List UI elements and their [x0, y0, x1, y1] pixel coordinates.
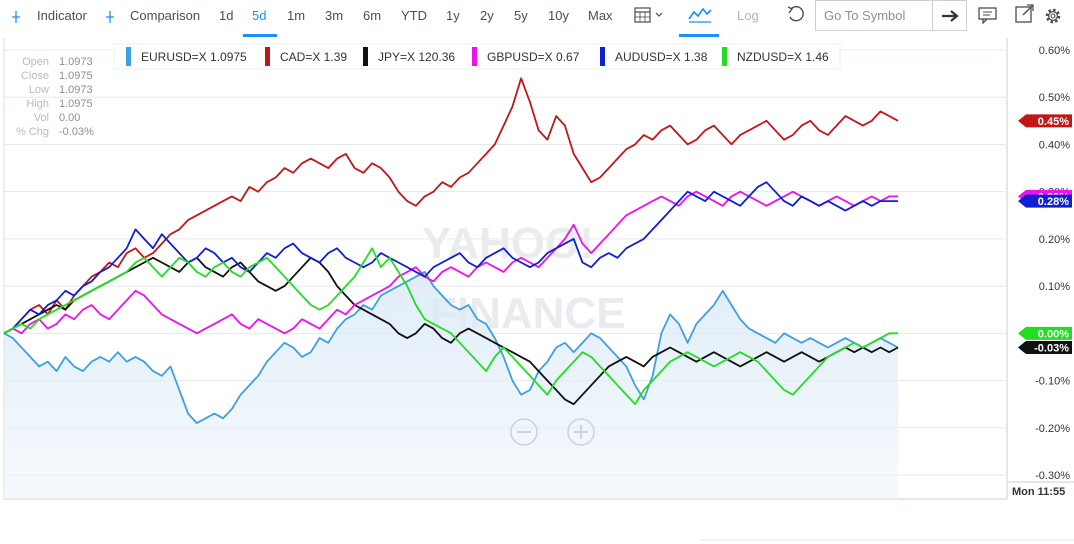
legend-swatch — [363, 47, 368, 66]
indicator-button[interactable]: Indicator — [37, 8, 87, 23]
legend-swatch — [600, 47, 605, 66]
end-badge-text: -0.03% — [1034, 343, 1069, 355]
y-tick-label: 0.40% — [1039, 139, 1070, 151]
range-1d[interactable]: 1d — [219, 8, 234, 23]
legend-item-audusd-x[interactable]: AUDUSD=X 1.38 — [600, 47, 708, 66]
legend-swatch — [722, 47, 727, 66]
date-label: Mon 11:55 — [1012, 486, 1065, 498]
series-line-nzdusd-x[interactable] — [3, 247, 898, 406]
reset-icon[interactable] — [786, 5, 806, 25]
search-go-button[interactable] — [932, 1, 966, 30]
plus-icon — [574, 425, 588, 439]
legend-swatch — [265, 47, 270, 66]
legend-label: GBPUSD=X 0.67 — [487, 50, 580, 64]
range-5d[interactable]: 5d — [252, 8, 267, 23]
series-line-eurusd-x[interactable] — [3, 270, 899, 425]
legend-item-gbpusd-x[interactable]: GBPUSD=X 0.67 — [472, 47, 580, 66]
range-10y[interactable]: 10y — [548, 8, 569, 23]
watermark-line-1: YAHOO! — [422, 219, 594, 268]
end-badge-text: 0.45% — [1038, 116, 1069, 128]
eurusd-area-fill — [4, 271, 898, 499]
legend-item-eurusd-x[interactable]: EURUSD=X 1.0975 — [126, 47, 247, 66]
popout-icon[interactable] — [1015, 4, 1035, 24]
arrow-right-icon — [942, 10, 959, 22]
range-ytd[interactable]: YTD — [401, 8, 427, 23]
settings-gear-icon[interactable] — [1043, 6, 1063, 26]
end-badge-text: 0.28% — [1038, 196, 1069, 208]
chart-legend: EURUSD=X 1.0975 CAD=X 1.39 JPY=X 120.36 GBP… — [113, 43, 841, 70]
chart-type-underline — [679, 34, 719, 37]
y-axis: 0.60%0.50%0.40%0.30%0.20%0.10%0.00%-0.10… — [1035, 45, 1070, 482]
calendar-icon[interactable] — [634, 6, 668, 24]
range-5y[interactable]: 5y — [514, 8, 528, 23]
ohlc-label-high: High — [26, 98, 49, 110]
comparison-icon[interactable] — [104, 10, 116, 24]
y-tick-label: 0.20% — [1039, 234, 1070, 246]
legend-swatch — [126, 47, 131, 66]
range-6m[interactable]: 6m — [363, 8, 382, 23]
y-tick-label: 0.50% — [1039, 92, 1070, 104]
range-1y[interactable]: 1y — [446, 8, 460, 23]
end-badge-text: 0.00% — [1038, 328, 1069, 340]
ohlc-label-vol: Vol — [34, 112, 49, 124]
legend-label: EURUSD=X 1.0975 — [141, 50, 247, 64]
legend-item-nzdusd-x[interactable]: NZDUSD=X 1.46 — [722, 47, 829, 66]
indicator-icon[interactable] — [10, 10, 22, 24]
range-3m[interactable]: 3m — [325, 8, 344, 23]
ohlc-value-open: 1.0973 — [59, 56, 93, 68]
ohlc-value-low: 1.0973 — [59, 84, 93, 96]
legend-item-jpy-x[interactable]: JPY=X 120.36 — [363, 47, 455, 66]
log-scale-button[interactable]: Log — [737, 8, 759, 23]
legend-label: CAD=X 1.39 — [280, 50, 347, 64]
ohlc-label-close: Close — [21, 70, 49, 82]
legend-item-cad-x[interactable]: CAD=X 1.39 — [265, 47, 347, 66]
series-lines — [3, 77, 899, 425]
y-tick-label: -0.20% — [1035, 423, 1070, 435]
ohlc-value-vol: 0.00 — [59, 112, 80, 124]
comparison-button[interactable]: Comparison — [130, 8, 201, 23]
ohlc-panel: Open Close Low High Vol % Chg 1.0973 1.0… — [16, 56, 94, 138]
legend-swatch — [472, 47, 477, 66]
symbol-search[interactable] — [815, 0, 967, 31]
legend-label: JPY=X 120.36 — [378, 50, 455, 64]
comparison-chart[interactable]: YAHOO! FINANCE 0.60%0.50%0.40%0.30%0.20%… — [0, 38, 1074, 544]
y-tick-label: -0.30% — [1035, 470, 1070, 482]
range-max[interactable]: Max — [588, 8, 613, 23]
ohlc-value-high: 1.0975 — [59, 98, 93, 110]
end-badges: -0.03%0.45%-0.03%0.29%0.28%0.00% — [1018, 114, 1072, 355]
ohlc-label-chg: % Chg — [16, 126, 49, 138]
ohlc-label-open: Open — [22, 56, 49, 68]
y-tick-label: 0.60% — [1039, 45, 1070, 57]
legend-label: AUDUSD=X 1.38 — [615, 50, 708, 64]
comment-icon[interactable] — [978, 6, 998, 24]
series-line-jpy-x[interactable] — [3, 256, 899, 406]
ohlc-value-close: 1.0975 — [59, 70, 93, 82]
end-badge-jpy-x: -0.03% — [1018, 341, 1072, 355]
symbol-search-input[interactable] — [816, 1, 932, 30]
zoom-out-button[interactable] — [510, 418, 538, 446]
end-badge-cad-x: 0.45% — [1018, 114, 1072, 128]
y-tick-label: 0.10% — [1039, 281, 1070, 293]
active-range-underline — [243, 34, 277, 37]
ohlc-label-low: Low — [29, 84, 49, 96]
end-badge-audusd-x: 0.28% — [1018, 194, 1072, 208]
range-1m[interactable]: 1m — [287, 8, 306, 23]
chart-type-icon[interactable] — [688, 5, 712, 23]
zoom-in-button[interactable] — [567, 418, 595, 446]
ohlc-value-chg: -0.03% — [59, 126, 94, 138]
legend-label: NZDUSD=X 1.46 — [737, 50, 829, 64]
chart-toolbar: Indicator Comparison 1d 5d 1m 3m 6m YTD … — [0, 0, 1074, 37]
y-tick-label: -0.10% — [1035, 376, 1070, 388]
range-2y[interactable]: 2y — [480, 8, 494, 23]
series-line-cad-x[interactable] — [3, 77, 899, 335]
series-line-audusd-x[interactable] — [3, 181, 898, 335]
end-badge-nzdusd-x: 0.00% — [1018, 326, 1072, 340]
